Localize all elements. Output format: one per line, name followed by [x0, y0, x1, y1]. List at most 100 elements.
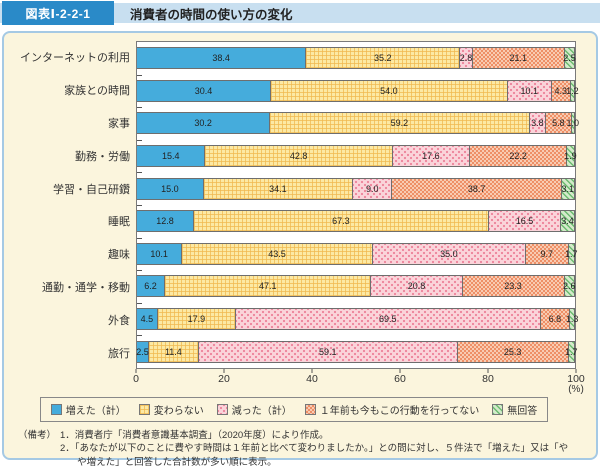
- segment-value: 2.5: [136, 346, 149, 357]
- segment-value: 15.4: [161, 151, 180, 162]
- segment-value: 1.3: [565, 314, 579, 325]
- bar-segment: 1.3: [566, 309, 578, 330]
- segment-value: 43.5: [268, 248, 286, 259]
- segment-value: 2.6: [563, 281, 576, 292]
- segment-value: 16.5: [515, 216, 534, 227]
- x-axis-tick-label: 40: [306, 373, 318, 385]
- segment-value: 25.3: [503, 346, 522, 357]
- legend-item: １年前も今もこの行動を行ってない: [304, 402, 479, 417]
- footnotes: （備考） 1．消費者庁「消費者意識基本調査」（2020年度）により作成。 2．「あ…: [12, 429, 576, 469]
- bar-segment: 11.4: [147, 341, 198, 362]
- x-axis-tick-label: 60: [394, 373, 406, 385]
- figure-title: 消費者の時間の使い方の変化: [130, 7, 293, 22]
- segment-value: 15.0: [161, 183, 179, 194]
- bar-segment: 17.9: [156, 309, 236, 330]
- segment-value: 69.5: [379, 314, 397, 325]
- y-axis-tick: [137, 74, 142, 76]
- y-axis-tick: [137, 302, 142, 304]
- y-axis-tick: [137, 139, 142, 141]
- segment-value: 38.4: [212, 53, 230, 64]
- bar-segment: 42.8: [204, 146, 392, 167]
- bar-segment: 15.0: [137, 178, 203, 199]
- segment-value: 17.6: [422, 151, 440, 162]
- plot-area: 38.4 35.2 2.8 21.1 2.5 30.4 54.0 10.1 4.3 1.2 30.2…: [136, 41, 579, 369]
- bar-row: 10.1 43.5 35.0 9.7 1.7: [137, 238, 578, 271]
- segment-value: 67.3: [332, 216, 350, 227]
- bar-segment: 9.0: [352, 178, 392, 199]
- figure-number-label: 図表Ⅰ-2-2-1: [2, 1, 114, 25]
- x-axis-tick: [399, 369, 401, 373]
- segment-value: 30.4: [194, 85, 213, 96]
- category-labels: インターネットの利用 家族との時間 家事 勤務・労働 学習・自己研鑽 睡眠 趣味 通勤・通学・…: [12, 41, 136, 369]
- segment-value: 4.5: [140, 314, 154, 325]
- bar-row: 38.4 35.2 2.8 21.1 2.5: [137, 42, 576, 75]
- legend-item: 変わらない: [138, 402, 204, 417]
- category-label: 学習・自己研鑽: [53, 183, 130, 196]
- legend-swatch-orange-checker: [304, 404, 316, 415]
- chart-area: インターネットの利用 家族との時間 家事 勤務・労働 学習・自己研鑽 睡眠 趣味 通勤・通学・…: [12, 41, 585, 396]
- chart-panel: インターネットの利用 家族との時間 家事 勤務・労働 学習・自己研鑽 睡眠 趣味 通勤・通学・…: [2, 31, 598, 468]
- y-axis-tick: [137, 335, 142, 337]
- legend-swatch-yellow-gingham: [138, 404, 150, 415]
- bar-segment: 1.7: [565, 341, 577, 362]
- y-axis-tick: [137, 270, 142, 272]
- bar-segment: 2.8: [459, 48, 473, 69]
- bar-segment: 30.4: [137, 80, 271, 101]
- legend-item: 無回答: [492, 402, 537, 417]
- segment-value: 2.8: [459, 53, 473, 64]
- legend-label: 増えた（計）: [65, 406, 126, 417]
- segment-value: 23.3: [504, 281, 522, 292]
- footnote-line: 2．「あなたが以下のことに費やす時間は１年前と比べて変わりましたか。」との問に対…: [60, 443, 569, 468]
- segment-value: 2.5: [563, 53, 576, 64]
- segment-value: 20.8: [407, 281, 426, 292]
- bar-row: 4.5 17.9 69.5 6.8 1.3: [137, 303, 578, 336]
- bar-segment: 69.5: [235, 309, 540, 330]
- x-axis-tick: [487, 369, 489, 373]
- stacked-bar: 2.5 11.4 59.1 25.3 1.7: [136, 340, 577, 363]
- bar-segment: 38.4: [137, 48, 306, 69]
- bar-segment: 38.7: [391, 178, 561, 199]
- bar-segment: 35.0: [371, 243, 526, 264]
- segment-value: 4.3: [554, 85, 568, 96]
- segment-value: 35.0: [440, 248, 458, 259]
- legend-label: 変わらない: [153, 406, 204, 417]
- bar-segment: 4.5: [137, 309, 157, 330]
- stacked-bar: 15.4 42.8 17.6 22.2 1.9: [137, 145, 577, 168]
- bar-segment: 22.2: [468, 146, 567, 167]
- legend-swatch-pink-dots: [216, 404, 228, 415]
- segment-value: 59.2: [390, 118, 409, 129]
- category-label: 勤務・労働: [75, 150, 130, 163]
- category-label: インターネットの利用: [20, 52, 130, 65]
- category-label: 趣味: [108, 249, 130, 262]
- axis-spacer: [12, 369, 136, 396]
- stacked-bar: 4.5 17.9 69.5 6.8 1.3: [137, 308, 578, 331]
- category-label: 通勤・通学・移動: [42, 281, 130, 294]
- segment-value: 59.1: [319, 346, 337, 357]
- bar-segment: 10.1: [506, 80, 551, 101]
- bar-segment: 5.8: [545, 113, 571, 134]
- segment-value: 21.1: [509, 53, 528, 64]
- bar-row: 30.2 59.2 3.8 5.8 1.0: [137, 107, 579, 140]
- x-axis-tick-label: 0: [133, 373, 139, 385]
- segment-value: 1.2: [566, 85, 579, 96]
- bar-segment: 1.2: [566, 80, 579, 101]
- stacked-bar: 12.8 67.3 16.5 3.4: [137, 210, 575, 233]
- bar-segment: 43.5: [181, 243, 372, 264]
- segment-value: 10.1: [520, 85, 539, 96]
- segment-value: 17.9: [187, 314, 206, 325]
- header-band: [0, 3, 600, 23]
- segment-value: 54.0: [380, 85, 398, 96]
- bar-segment: 30.2: [137, 113, 270, 134]
- category-label: 家事: [108, 117, 130, 130]
- segment-value: 12.8: [156, 216, 174, 227]
- category-label: 睡眠: [108, 216, 130, 229]
- bar-segment: 2.6: [563, 276, 576, 297]
- bar-row: 6.2 47.1 20.8 23.3 2.6: [137, 270, 576, 303]
- stacked-bar: 10.1 43.5 35.0 9.7 1.7: [137, 242, 578, 265]
- x-axis-tick-label: 80: [482, 373, 494, 385]
- y-axis-tick: [137, 107, 142, 109]
- segment-value: 1.9: [564, 151, 577, 162]
- category-label: 外食: [108, 314, 130, 327]
- footnote-line: 1．消費者庁「消費者意識基本調査」（2020年度）により作成。: [60, 430, 329, 441]
- segment-value: 47.1: [259, 281, 277, 292]
